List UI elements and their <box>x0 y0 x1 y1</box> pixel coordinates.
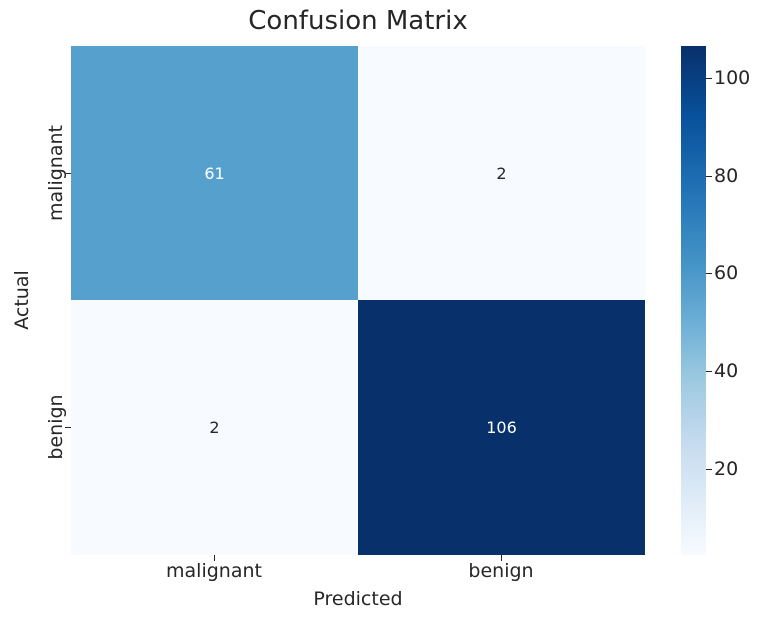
x-axis-label: Predicted <box>313 588 403 610</box>
cell-malignant-benign: 2 <box>358 46 645 300</box>
colorbar-tick-mark <box>706 273 712 274</box>
colorbar-tick-mark <box>706 78 712 79</box>
x-tick-label: malignant <box>166 560 262 582</box>
cell-value: 106 <box>486 418 517 437</box>
y-axis-label: Actual <box>11 270 33 330</box>
y-tick-mark <box>65 173 71 174</box>
x-tick-mark <box>214 555 215 561</box>
cell-malignant-malignant: 61 <box>71 46 358 300</box>
cell-value: 2 <box>496 163 507 183</box>
x-tick-label: benign <box>468 560 534 582</box>
colorbar-tick-label: 100 <box>714 67 751 89</box>
colorbar-tick-label: 20 <box>714 458 739 480</box>
y-tick-mark <box>65 427 71 428</box>
y-tick-label: malignant <box>45 125 67 221</box>
colorbar-tick-label: 80 <box>714 165 739 187</box>
confusion-matrix-heatmap: 61 2 2 106 <box>71 46 645 555</box>
colorbar-tick-label: 60 <box>714 262 739 284</box>
cell-value: 2 <box>209 418 220 437</box>
cell-value: 61 <box>204 163 225 183</box>
colorbar-tick-mark <box>706 176 712 177</box>
colorbar <box>681 46 706 555</box>
colorbar-tick-mark <box>706 469 712 470</box>
cell-benign-benign: 106 <box>358 300 645 555</box>
colorbar-tick-mark <box>706 371 712 372</box>
chart-title: Confusion Matrix <box>248 6 468 36</box>
x-tick-mark <box>501 555 502 561</box>
y-tick-label: benign <box>45 394 67 460</box>
cell-benign-malignant: 2 <box>71 300 358 555</box>
colorbar-tick-label: 40 <box>714 360 739 382</box>
